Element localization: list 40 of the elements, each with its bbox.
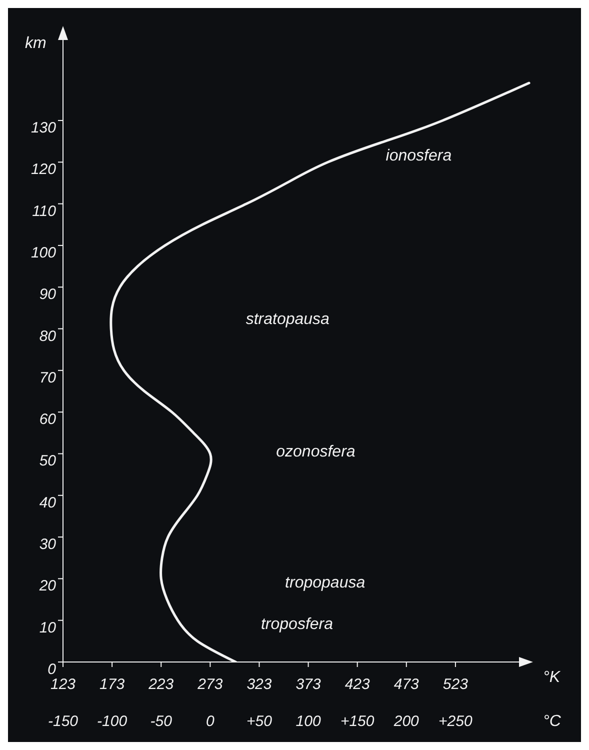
x-tick-label: 223 bbox=[148, 676, 174, 693]
x-tick-label: 473 bbox=[394, 676, 420, 693]
annotation: ionosfera bbox=[386, 148, 452, 165]
annotation: stratopausa bbox=[246, 310, 330, 328]
x2-tick-label: 0 bbox=[206, 713, 215, 730]
x-tick-label: 323 bbox=[246, 676, 272, 693]
y-tick-label: 50 bbox=[39, 452, 57, 470]
y-tick-label: 10 bbox=[39, 619, 57, 636]
x2-tick-label: 100 bbox=[296, 713, 322, 730]
x2-axis-title: °C bbox=[543, 713, 562, 730]
x-tick-label: 523 bbox=[442, 676, 469, 693]
y-tick-label: 80 bbox=[39, 328, 57, 345]
annotation: ozonosfera bbox=[276, 444, 356, 461]
x-tick-label: 273 bbox=[196, 676, 224, 693]
y-tick-label: 70 bbox=[39, 369, 57, 386]
annotation: tropopausa bbox=[285, 574, 366, 592]
x-tick-label: 423 bbox=[344, 676, 371, 693]
x2-tick-label: -100 bbox=[97, 713, 128, 730]
x2-tick-label: -150 bbox=[48, 713, 79, 730]
y-tick-label: 0 bbox=[48, 661, 57, 678]
x-tick-label: 123 bbox=[50, 676, 76, 693]
y-tick-label: 90 bbox=[39, 286, 57, 304]
y-tick-label: 130 bbox=[30, 119, 57, 136]
x-tick-label: 373 bbox=[296, 676, 322, 693]
y-tick-label: 110 bbox=[32, 202, 57, 220]
x2-tick-label: -50 bbox=[150, 713, 173, 730]
y-tick-label: 120 bbox=[30, 161, 57, 178]
x-axis-title: °K bbox=[543, 669, 562, 686]
x-tick-label: 173 bbox=[100, 676, 126, 693]
y-tick-label: 40 bbox=[39, 494, 57, 512]
y-axis-title: km bbox=[25, 35, 46, 52]
y-tick-label: 20 bbox=[38, 578, 57, 595]
y-tick-label: 100 bbox=[30, 244, 57, 262]
x2-tick-label: +250 bbox=[438, 713, 473, 730]
y-tick-label: 30 bbox=[39, 536, 57, 554]
x2-tick-label: +150 bbox=[340, 713, 375, 730]
annotation: troposfera bbox=[260, 616, 334, 633]
x2-tick-label: +50 bbox=[246, 713, 273, 730]
y-tick-label: 60 bbox=[39, 411, 57, 428]
x2-tick-label: 200 bbox=[392, 713, 420, 730]
